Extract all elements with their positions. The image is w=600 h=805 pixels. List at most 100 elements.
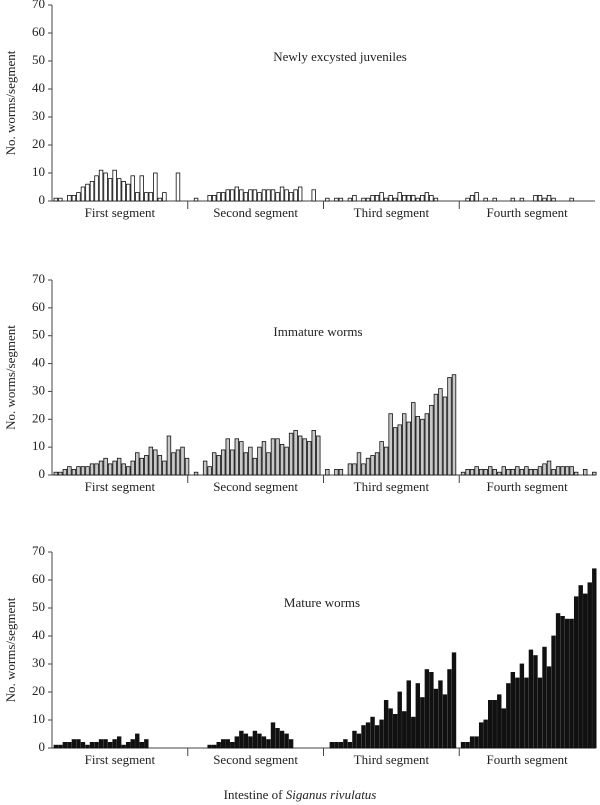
- bar: [415, 416, 421, 476]
- segment-label: Fourth segment: [487, 205, 569, 220]
- panel-title: Immature worms: [273, 324, 362, 339]
- bar: [347, 197, 353, 202]
- bar: [515, 677, 520, 749]
- bar: [293, 189, 298, 202]
- bar: [316, 435, 321, 476]
- bar: [243, 192, 249, 202]
- bar: [370, 455, 375, 476]
- bar: [587, 582, 592, 749]
- bar: [374, 452, 380, 476]
- bar: [383, 446, 389, 476]
- bar: [551, 635, 556, 749]
- segment-label: First segment: [85, 205, 156, 220]
- bar: [157, 455, 163, 476]
- bar: [492, 700, 497, 749]
- bar: [487, 466, 493, 476]
- bar: [501, 466, 506, 476]
- bar: [221, 192, 226, 202]
- bar: [402, 413, 407, 476]
- bar: [474, 192, 479, 202]
- bar: [239, 441, 244, 476]
- bar: [429, 672, 434, 749]
- bar: [338, 742, 344, 749]
- bar: [162, 460, 167, 476]
- bar: [279, 443, 285, 476]
- bar: [533, 655, 538, 749]
- y-axis-label: No. worms/segment: [3, 597, 18, 702]
- bar: [325, 469, 330, 476]
- panel-title: Newly excysted juveniles: [273, 49, 407, 64]
- bar: [361, 197, 366, 202]
- bar: [58, 744, 63, 749]
- bar: [510, 672, 516, 749]
- bar: [243, 452, 249, 476]
- y-tick-label: 40: [32, 355, 45, 370]
- y-tick-label: 20: [32, 410, 45, 425]
- y-tick-label: 70: [32, 543, 45, 558]
- bar: [230, 449, 235, 476]
- bar: [288, 432, 294, 476]
- bar: [139, 457, 144, 476]
- x-axis-label: Intestine of Siganus rivulatus: [224, 787, 377, 802]
- y-tick-label: 40: [32, 80, 45, 95]
- bar: [311, 189, 316, 202]
- bar: [365, 457, 371, 476]
- bar: [546, 460, 552, 476]
- bar: [533, 469, 538, 476]
- segment-label: Second segment: [213, 752, 298, 767]
- y-tick-label: 60: [32, 299, 45, 314]
- bar: [592, 568, 597, 749]
- bar: [216, 192, 221, 202]
- bar: [193, 197, 199, 202]
- bar: [135, 733, 140, 749]
- bar: [139, 742, 144, 749]
- bar: [270, 722, 276, 749]
- bar: [211, 194, 217, 202]
- bar: [71, 739, 77, 749]
- bar: [415, 197, 421, 202]
- bar: [429, 404, 434, 476]
- bar: [103, 172, 108, 202]
- bar: [388, 194, 393, 202]
- bar: [67, 466, 72, 476]
- bar: [207, 744, 212, 749]
- bar: [578, 585, 583, 749]
- bar: [270, 189, 276, 202]
- y-tick-label: 10: [32, 164, 45, 179]
- bar: [211, 452, 217, 476]
- y-tick-label: 10: [32, 711, 45, 726]
- bar: [53, 471, 59, 476]
- bar: [275, 438, 280, 476]
- bar: [465, 742, 470, 749]
- bar: [465, 197, 470, 202]
- segment-label: Third segment: [354, 752, 430, 767]
- bar: [230, 189, 235, 202]
- bar: [130, 460, 135, 476]
- bar: [221, 739, 226, 749]
- bar: [334, 742, 339, 749]
- bar: [510, 469, 516, 476]
- bar: [569, 618, 574, 749]
- bar: [555, 613, 561, 749]
- bar: [537, 194, 543, 202]
- bar: [248, 736, 253, 749]
- bar: [515, 466, 520, 476]
- y-tick-label: 0: [39, 192, 46, 207]
- bar: [239, 730, 244, 749]
- bar: [207, 194, 212, 202]
- bar: [85, 466, 90, 476]
- bar: [402, 194, 407, 202]
- bar: [388, 413, 393, 476]
- bar: [352, 730, 357, 749]
- segment-label: Second segment: [213, 205, 298, 220]
- segment-label: Second segment: [213, 479, 298, 494]
- bar: [374, 194, 380, 202]
- bar: [478, 722, 484, 749]
- y-tick-label: 0: [39, 739, 46, 754]
- bar: [537, 466, 543, 476]
- bar: [94, 463, 99, 476]
- bar: [560, 616, 565, 749]
- bar: [497, 694, 502, 749]
- bar: [406, 194, 411, 202]
- bar: [329, 742, 335, 749]
